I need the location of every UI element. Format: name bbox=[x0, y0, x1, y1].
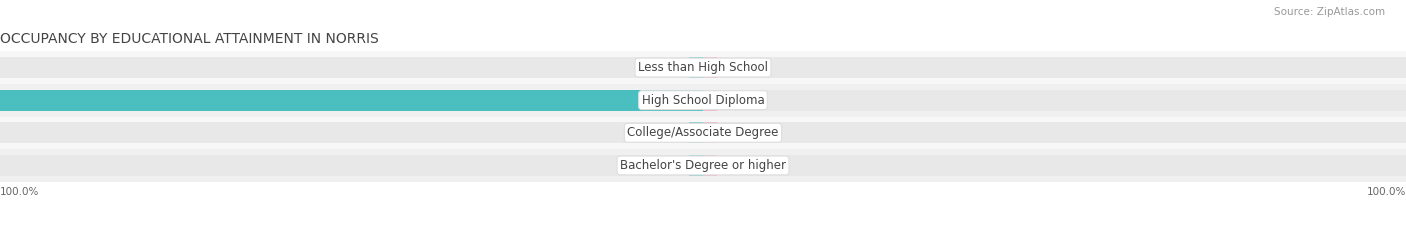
Bar bbox=[0, 84, 1406, 116]
Bar bbox=[0, 122, 1406, 143]
Text: 100.0%: 100.0% bbox=[0, 187, 39, 197]
Text: Bachelor's Degree or higher: Bachelor's Degree or higher bbox=[620, 159, 786, 172]
Text: 0.0%: 0.0% bbox=[731, 128, 758, 138]
Bar bbox=[703, 122, 717, 143]
Bar bbox=[703, 90, 717, 111]
Text: 0.0%: 0.0% bbox=[731, 95, 758, 105]
Bar bbox=[0, 90, 703, 111]
Text: 0.0%: 0.0% bbox=[731, 63, 758, 72]
Bar bbox=[0, 57, 1406, 78]
Text: High School Diploma: High School Diploma bbox=[641, 94, 765, 107]
Text: 0.0%: 0.0% bbox=[648, 161, 675, 170]
Bar bbox=[0, 149, 1406, 182]
Text: 100.0%: 100.0% bbox=[1367, 187, 1406, 197]
Text: 0.0%: 0.0% bbox=[648, 128, 675, 138]
Bar bbox=[703, 155, 717, 176]
Text: College/Associate Degree: College/Associate Degree bbox=[627, 126, 779, 139]
Bar bbox=[0, 116, 1406, 149]
Bar bbox=[703, 57, 717, 78]
Bar bbox=[0, 90, 1406, 111]
Text: Less than High School: Less than High School bbox=[638, 61, 768, 74]
Bar bbox=[689, 57, 703, 78]
Text: 0.0%: 0.0% bbox=[648, 63, 675, 72]
Bar bbox=[689, 122, 703, 143]
Text: 0.0%: 0.0% bbox=[731, 161, 758, 170]
Bar bbox=[0, 155, 1406, 176]
Text: OCCUPANCY BY EDUCATIONAL ATTAINMENT IN NORRIS: OCCUPANCY BY EDUCATIONAL ATTAINMENT IN N… bbox=[0, 32, 378, 46]
Bar bbox=[689, 155, 703, 176]
Bar bbox=[0, 51, 1406, 84]
Text: Source: ZipAtlas.com: Source: ZipAtlas.com bbox=[1274, 7, 1385, 17]
